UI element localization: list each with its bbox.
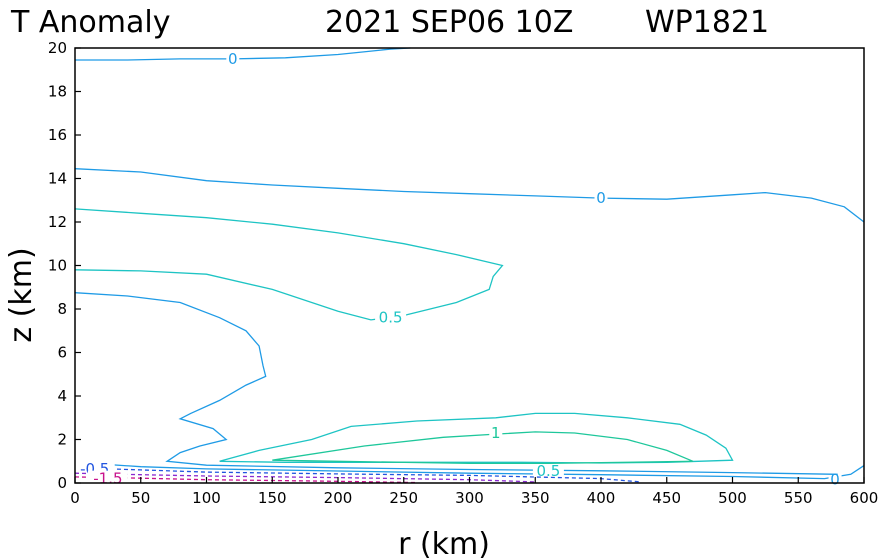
x-tick-label: 50 bbox=[131, 489, 150, 507]
y-axis: 0 2 4 6 8 10 12 14 16 18 20 bbox=[48, 39, 81, 492]
contour-label: 0.5 bbox=[379, 309, 403, 327]
plot-frame bbox=[74, 47, 865, 484]
contour-label: 0 bbox=[830, 471, 840, 489]
contour-line bbox=[74, 292, 838, 475]
contour-label: 0 bbox=[596, 189, 606, 207]
y-tick-label: 18 bbox=[48, 83, 67, 101]
x-tick-label: 450 bbox=[652, 489, 681, 507]
chart-storm-id: WP1821 bbox=[645, 5, 769, 40]
y-tick-label: 10 bbox=[48, 257, 67, 275]
contour-label-bg bbox=[489, 424, 503, 441]
contour-line bbox=[74, 461, 865, 480]
y-axis-title: z (km) bbox=[4, 247, 39, 342]
contour-label: 0.5 bbox=[536, 462, 560, 480]
contour-line bbox=[75, 47, 411, 61]
contour-label: 1 bbox=[491, 424, 501, 442]
contour-line bbox=[74, 168, 865, 223]
contour-line bbox=[74, 208, 504, 321]
contour-label-bg bbox=[532, 463, 564, 480]
x-tick-label: 600 bbox=[850, 489, 879, 507]
contour-line bbox=[74, 472, 536, 483]
contour-label: -1.5 bbox=[93, 470, 122, 488]
contour-label-bg bbox=[226, 50, 240, 67]
y-tick-label: 0 bbox=[57, 474, 67, 492]
y-tick-label: 20 bbox=[48, 39, 67, 57]
contour-line bbox=[272, 431, 694, 465]
y-tick-label: 6 bbox=[57, 344, 67, 362]
contour-label-bg bbox=[594, 190, 608, 207]
x-tick-label: 100 bbox=[192, 489, 221, 507]
x-tick-label: 200 bbox=[324, 489, 353, 507]
x-tick-label: 150 bbox=[258, 489, 287, 507]
y-tick-label: 8 bbox=[57, 300, 67, 318]
x-tick-label: 350 bbox=[521, 489, 550, 507]
x-axis-title: r (km) bbox=[398, 527, 490, 559]
chart-title: T Anomaly bbox=[10, 5, 170, 40]
y-tick-label: 2 bbox=[57, 431, 67, 449]
x-axis: 0 50 100 150 200 250 300 350 400 450 500 550 600 bbox=[70, 477, 878, 507]
x-tick-label: 550 bbox=[784, 489, 813, 507]
x-tick-label: 250 bbox=[389, 489, 418, 507]
x-tick-label: 0 bbox=[70, 489, 80, 507]
contour-line bbox=[219, 412, 734, 464]
y-tick-label: 14 bbox=[48, 170, 67, 188]
y-tick-label: 16 bbox=[48, 126, 67, 144]
y-tick-label: 12 bbox=[48, 213, 67, 231]
x-tick-label: 300 bbox=[455, 489, 484, 507]
x-tick-label: 500 bbox=[718, 489, 747, 507]
contour-label-bg bbox=[375, 309, 407, 326]
y-tick-label: 4 bbox=[57, 387, 67, 405]
chart-datetime: 2021 SEP06 10Z bbox=[325, 5, 573, 40]
contour-label: 0 bbox=[228, 50, 238, 68]
x-tick-label: 400 bbox=[587, 489, 616, 507]
